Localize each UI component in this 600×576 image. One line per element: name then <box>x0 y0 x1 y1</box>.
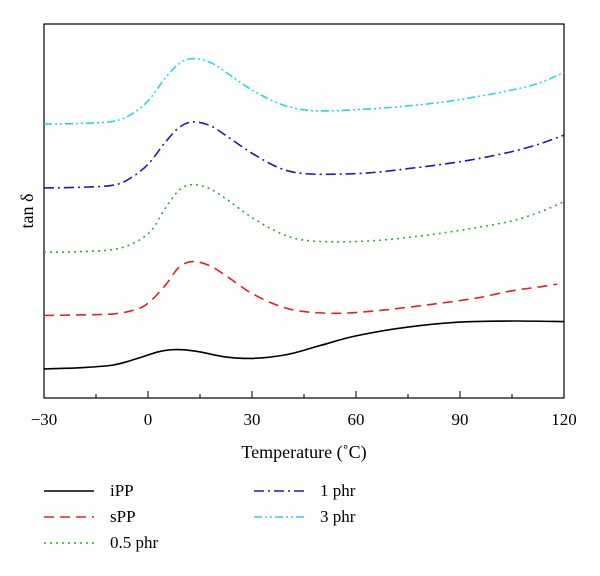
series-line-sPP <box>43 260 558 317</box>
legend-swatch <box>44 490 94 492</box>
legend-swatch <box>254 490 304 492</box>
legend-label: 3 phr <box>320 507 356 526</box>
chart: −30 0 30 60 90 120 Temperature (˚C) tan δ <box>17 23 577 463</box>
x-tick-label: 0 <box>144 410 153 429</box>
x-axis-title: Temperature (˚C) <box>241 442 366 463</box>
legend-swatch <box>44 516 94 518</box>
legend-swatch <box>44 542 94 544</box>
legend-swatch <box>254 516 304 518</box>
legend-label: 1 phr <box>320 481 356 500</box>
legend-item: 1 phr <box>254 480 355 502</box>
legend-label: iPP <box>110 481 134 500</box>
x-tick-label: 60 <box>348 410 365 429</box>
legend-label: 0.5 phr <box>110 533 159 552</box>
plot-frame <box>43 23 565 399</box>
legend: iPP sPP 0.5 phr 1 phr 3 phr <box>44 480 464 560</box>
legend-item: iPP <box>44 480 134 502</box>
x-tick-label: 90 <box>452 410 469 429</box>
legend-label: sPP <box>110 507 136 526</box>
legend-item: 0.5 phr <box>44 532 158 554</box>
x-tick-label: 30 <box>244 410 261 429</box>
x-tick-label: 120 <box>551 410 577 429</box>
x-tick-label: −30 <box>31 410 58 429</box>
legend-item: 3 phr <box>254 506 355 528</box>
legend-item: sPP <box>44 506 136 528</box>
series-line-05-phr <box>43 183 565 254</box>
series-line-3-phr <box>43 57 565 125</box>
y-axis-title: tan δ <box>17 194 37 229</box>
series-line-1-phr <box>43 121 565 189</box>
series-line-iPP <box>43 320 565 370</box>
